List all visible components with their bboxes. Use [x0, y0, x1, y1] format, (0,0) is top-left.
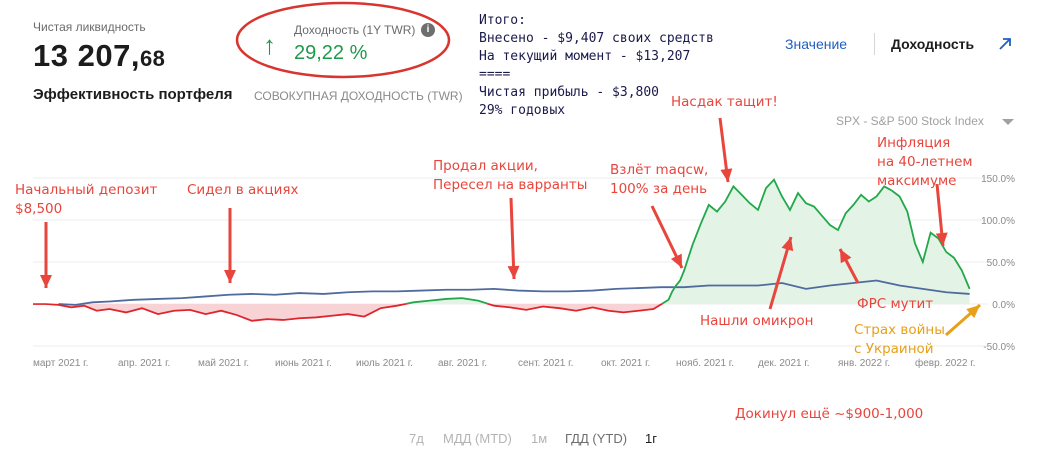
arrow-omicron-head [781, 237, 794, 252]
arrow-fed-head [840, 249, 852, 264]
arrow-initial-deposit-head [40, 275, 52, 288]
x-tick-label: май 2021 г. [198, 358, 249, 369]
summary-line: Внесено - $9,407 своих средств [479, 31, 714, 46]
range-1m[interactable]: 1м [531, 431, 548, 446]
x-tick-label: февр. 2022 г. [915, 357, 975, 369]
tab-divider [874, 33, 875, 55]
annotation-nasdaq: Насдак тащит! [671, 94, 778, 110]
arrow-sold-stocks [509, 197, 516, 280]
arrow-nasdaq-head [720, 168, 733, 182]
arrow-sat-in-stocks-head [224, 270, 236, 283]
y-tick-label: -50.0% [983, 342, 1015, 353]
annotation-inflation: Инфляция на 40-летнем максимуме [877, 135, 973, 189]
x-tick-label: апр. 2021 г. [118, 358, 170, 369]
x-tick-label: янв. 2022 г. [838, 358, 890, 369]
benchmark-select[interactable]: SPX - S&P 500 Stock Index [836, 114, 984, 128]
annotation-deposit-more: Докинул ещё ~$900-1,000 [735, 406, 924, 422]
annotation-sold-stocks: Продал акции, Пересел на варранты [433, 158, 588, 193]
liquidity-label: Чистая ликвидность [33, 20, 146, 34]
annotation-sat-in-stocks: Сидел в акциях [187, 182, 299, 198]
arrow-inflation-head [935, 232, 948, 246]
range-1y[interactable]: 1г [645, 431, 657, 446]
x-tick-label: июль 2021 г. [356, 358, 413, 369]
liquidity-value: 13 207,68 [33, 38, 166, 73]
x-tick-label: авг. 2021 г. [438, 358, 487, 369]
summary-line: 29% годовых [479, 103, 566, 118]
y-tick-label: 150.0% [981, 174, 1015, 185]
arrow-maqcw-head [670, 253, 682, 268]
x-tick-label: сент. 2021 г. [518, 358, 573, 369]
annotation-omicron: Нашли омикрон [700, 313, 814, 329]
series-line-benchmark [58, 279, 970, 306]
series-line-portfolio-loss [33, 304, 664, 322]
info-icon[interactable]: i [421, 23, 435, 37]
chevron-down-icon[interactable] [1001, 117, 1015, 127]
tab-value[interactable]: Значение [785, 36, 848, 52]
x-tick-label: дек. 2021 г. [758, 358, 810, 369]
x-tick-label: нояб. 2021 г. [676, 357, 734, 369]
portfolio-subtitle: СОВОКУПНАЯ ДОХОДНОСТЬ (TWR) [254, 89, 463, 103]
range-ytd[interactable]: ГДД (YTD) [565, 431, 628, 446]
portfolio-title: Эффективность портфеля [33, 86, 233, 103]
summary-block: Итого: Внесено - $9,407 своих средств На… [479, 12, 714, 120]
returns-highlight-ellipse [235, 1, 451, 79]
annotation-fed: ФРС мутит [857, 296, 934, 312]
series-line-portfolio-gain [33, 178, 971, 304]
annotation-war: Страх войны с Украиной [854, 322, 945, 357]
x-tick-label: март 2021 г. [33, 358, 88, 369]
summary-line: Чистая прибыль - $3,800 [479, 85, 660, 100]
arrow-sold-stocks-head [507, 265, 520, 279]
annotation-initial-deposit: Начальный депозит $8,500 [15, 182, 158, 217]
gain-area [33, 179, 970, 304]
arrow-up-icon: ↑ [263, 30, 276, 60]
x-tick-label: июнь 2021 г. [275, 358, 332, 369]
summary-line: ==== [479, 67, 511, 82]
y-tick-label: 0.0% [992, 300, 1015, 311]
loss-area [33, 304, 970, 321]
summary-line: Итого: [479, 13, 526, 28]
summary-line: На текущий момент - $13,207 [479, 49, 691, 64]
expand-icon[interactable] [997, 36, 1013, 52]
returns-label: Доходность (1Y TWR) [294, 23, 416, 37]
range-mtd[interactable]: МДД (MTD) [443, 431, 512, 446]
y-tick-label: 100.0% [981, 216, 1015, 227]
returns-value: 29,22 % [294, 42, 368, 64]
annotation-maqcw: Взлёт maqcw, 100% за день [610, 162, 709, 197]
y-tick-label: 50.0% [987, 258, 1015, 269]
tab-returns[interactable]: Доходность [891, 36, 975, 52]
range-7d[interactable]: 7д [409, 431, 424, 446]
x-tick-label: окт. 2021 г. [601, 358, 650, 369]
arrow-war-head [966, 305, 980, 319]
